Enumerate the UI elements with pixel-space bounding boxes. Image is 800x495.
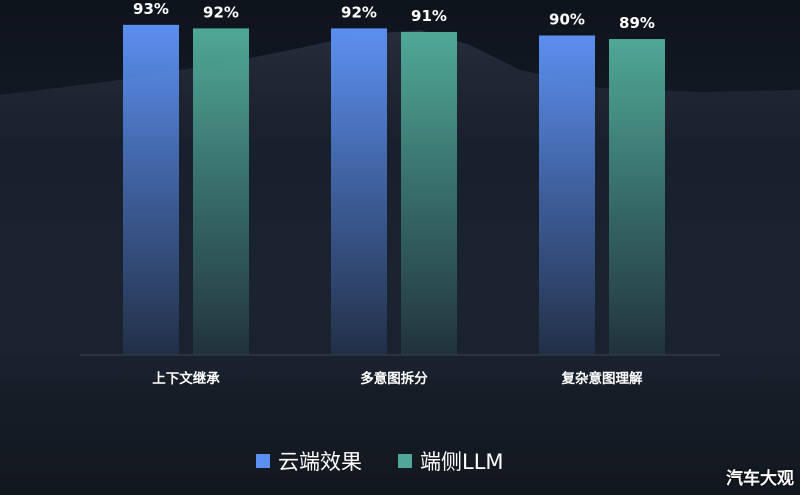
category-label-1: 上下文继承 bbox=[152, 370, 220, 387]
bar-cloud-1 bbox=[123, 24, 179, 355]
value-label-edge-1: 92% bbox=[203, 3, 239, 21]
legend-label-cloud: 云端效果 bbox=[278, 450, 362, 474]
bar-edge-3 bbox=[609, 39, 665, 356]
bar-cloud-3 bbox=[539, 35, 595, 355]
category-label-2: 多意图拆分 bbox=[360, 370, 428, 387]
bar-cloud-2 bbox=[331, 28, 387, 356]
legend-swatch-edge bbox=[398, 454, 412, 468]
bars-group: 93% 92% 92% 91% 90% 89% bbox=[123, 0, 665, 356]
legend-swatch-cloud bbox=[256, 454, 270, 468]
watermark: 汽车大观 bbox=[726, 469, 794, 489]
value-label-edge-2: 91% bbox=[411, 7, 447, 25]
bar-edge-2 bbox=[401, 31, 457, 355]
value-label-edge-3: 89% bbox=[619, 14, 655, 32]
value-label-cloud-3: 90% bbox=[549, 11, 585, 29]
value-label-cloud-1: 93% bbox=[133, 0, 169, 18]
category-label-3: 复杂意图理解 bbox=[561, 370, 643, 387]
legend-label-edge: 端侧LLM bbox=[420, 450, 504, 474]
legend: 云端效果 端侧LLM bbox=[256, 446, 504, 476]
bar-edge-1 bbox=[193, 28, 249, 356]
category-labels: 上下文继承 多意图拆分 复杂意图理解 bbox=[152, 370, 643, 387]
legend-item-edge: 端侧LLM bbox=[398, 446, 504, 476]
value-label-cloud-2: 92% bbox=[341, 3, 377, 21]
legend-item-cloud: 云端效果 bbox=[256, 446, 362, 476]
